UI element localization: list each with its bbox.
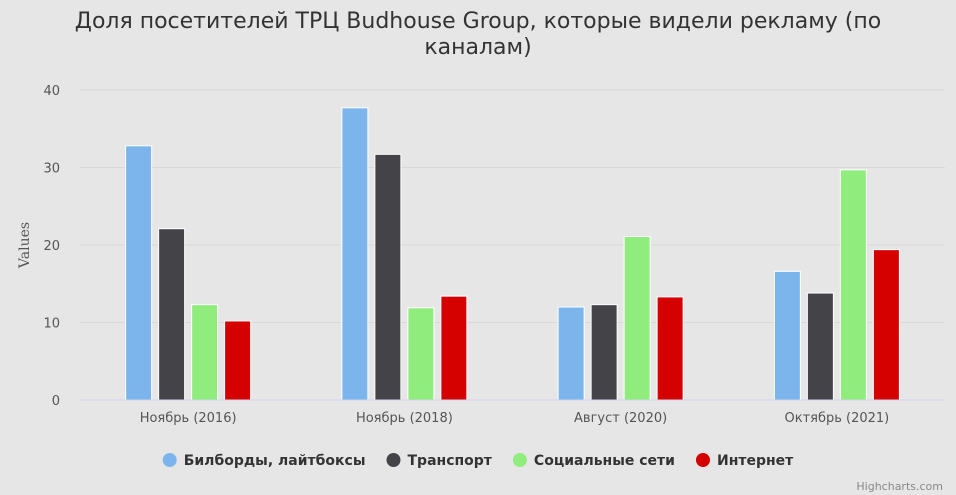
bar-2-1[interactable] xyxy=(407,307,435,401)
legend-label: Транспорт xyxy=(408,453,493,469)
legend-marker xyxy=(695,453,710,467)
credits-link[interactable]: Highcharts.com xyxy=(856,480,943,493)
legend-marker xyxy=(512,453,527,467)
bar-3-2[interactable] xyxy=(656,296,684,401)
y-tick-label: 30 xyxy=(43,162,60,177)
bar-1-2[interactable] xyxy=(590,304,618,401)
y-gridlines xyxy=(80,89,945,323)
y-tick-labels: 0 10 20 30 40 xyxy=(43,84,60,409)
legend-item-0[interactable]: Билборды, лайтбоксы xyxy=(162,453,366,469)
bar-1-3[interactable] xyxy=(806,292,834,401)
legend-label: Билборды, лайтбоксы xyxy=(184,453,366,469)
bar-3-1[interactable] xyxy=(440,295,468,401)
legend: Билборды, лайтбоксы Транспорт Социальные с… xyxy=(162,453,794,469)
bar-1-0[interactable] xyxy=(158,228,186,401)
legend-marker xyxy=(162,453,177,467)
legend-item-2[interactable]: Социальные сети xyxy=(512,453,675,469)
bar-0-2[interactable] xyxy=(557,306,585,401)
y-tick-label: 20 xyxy=(43,239,60,254)
legend-item-1[interactable]: Транспорт xyxy=(386,453,493,469)
y-tick-label: 0 xyxy=(52,394,60,409)
bar-0-0[interactable] xyxy=(125,145,153,401)
x-tick-label: Ноябрь (2018) xyxy=(356,411,453,426)
x-tick-labels: Ноябрь (2016) Ноябрь (2018) Август (2020) О… xyxy=(140,411,890,426)
bar-series xyxy=(125,107,900,401)
bar-2-2[interactable] xyxy=(623,235,651,401)
bar-1-1[interactable] xyxy=(374,153,402,401)
bar-3-3[interactable] xyxy=(872,249,900,401)
legend-label: Интернет xyxy=(717,453,794,469)
y-tick-label: 10 xyxy=(43,317,60,332)
legend-label: Социальные сети xyxy=(534,453,675,469)
chart-title-line-2: каналам) xyxy=(424,35,531,60)
bar-2-3[interactable] xyxy=(839,169,867,401)
y-axis-title: Values xyxy=(17,222,33,269)
bar-2-0[interactable] xyxy=(191,304,219,401)
x-tick-label: Ноябрь (2016) xyxy=(140,411,237,426)
legend-marker xyxy=(386,453,401,467)
x-tick-label: Октябрь (2021) xyxy=(784,411,889,426)
bar-0-3[interactable] xyxy=(773,270,801,401)
legend-item-3[interactable]: Интернет xyxy=(695,453,794,469)
x-tick-label: Август (2020) xyxy=(574,411,667,426)
bar-3-0[interactable] xyxy=(224,320,252,401)
y-tick-label: 40 xyxy=(43,84,60,99)
bar-0-1[interactable] xyxy=(341,107,369,401)
chart-title-line-1: Доля посетителей ТРЦ Budhouse Group, кот… xyxy=(75,9,881,34)
